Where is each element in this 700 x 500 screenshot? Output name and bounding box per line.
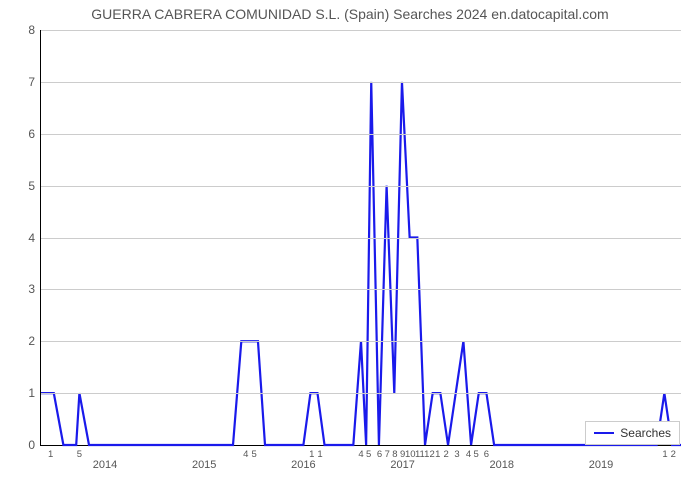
x-axis-minor-tick: 6 (377, 445, 382, 460)
x-axis-minor-tick: 2 (671, 445, 676, 460)
x-axis-minor-tick: 5 (251, 445, 256, 460)
x-axis-minor-tick: 6 (484, 445, 489, 460)
x-axis-minor-tick: 3 (454, 445, 459, 460)
y-axis-tick: 1 (28, 386, 41, 400)
y-axis-tick: 6 (28, 127, 41, 141)
x-axis-year-tick: 2019 (589, 445, 613, 471)
searches-line (41, 82, 681, 445)
gridline (41, 393, 681, 394)
gridline (41, 289, 681, 290)
x-axis-minor-tick: 4 (243, 445, 248, 460)
y-axis-tick: 8 (28, 23, 41, 37)
x-axis-minor-tick: 4 (466, 445, 471, 460)
x-axis-minor-tick: 5 (474, 445, 479, 460)
y-axis-tick: 7 (28, 75, 41, 89)
x-axis-minor-tick: 2 (443, 445, 448, 460)
x-axis-year-tick: 2014 (93, 445, 117, 471)
y-axis-tick: 5 (28, 179, 41, 193)
x-axis-minor-tick: 12 (424, 445, 435, 460)
gridline (41, 341, 681, 342)
x-axis-year-tick: 2015 (192, 445, 216, 471)
gridline (41, 238, 681, 239)
legend-label: Searches (620, 426, 671, 440)
x-axis-minor-tick: 5 (366, 445, 371, 460)
y-axis-tick: 3 (28, 282, 41, 296)
y-axis-tick: 2 (28, 334, 41, 348)
chart-title: GUERRA CABRERA COMUNIDAD S.L. (Spain) Se… (0, 6, 700, 22)
y-axis-tick: 0 (28, 438, 41, 452)
x-axis-minor-tick: 7 (385, 445, 390, 460)
x-axis-minor-tick: 1 (48, 445, 53, 460)
gridline (41, 186, 681, 187)
x-axis-minor-tick: 1 (662, 445, 667, 460)
x-axis-minor-tick: 1 (317, 445, 322, 460)
x-axis-minor-tick: 1 (435, 445, 440, 460)
x-axis-year-tick: 2018 (490, 445, 514, 471)
gridline (41, 82, 681, 83)
x-axis-minor-tick: 5 (77, 445, 82, 460)
x-axis-minor-tick: 4 (358, 445, 363, 460)
y-axis-tick: 4 (28, 231, 41, 245)
x-axis-minor-tick: 1 (309, 445, 314, 460)
legend: Searches (585, 421, 680, 445)
gridline (41, 134, 681, 135)
x-axis-minor-tick: 8 (392, 445, 397, 460)
legend-swatch (594, 432, 614, 434)
gridline (41, 30, 681, 31)
plot-area: Searches 0123456782014201520162017201820… (40, 30, 681, 446)
